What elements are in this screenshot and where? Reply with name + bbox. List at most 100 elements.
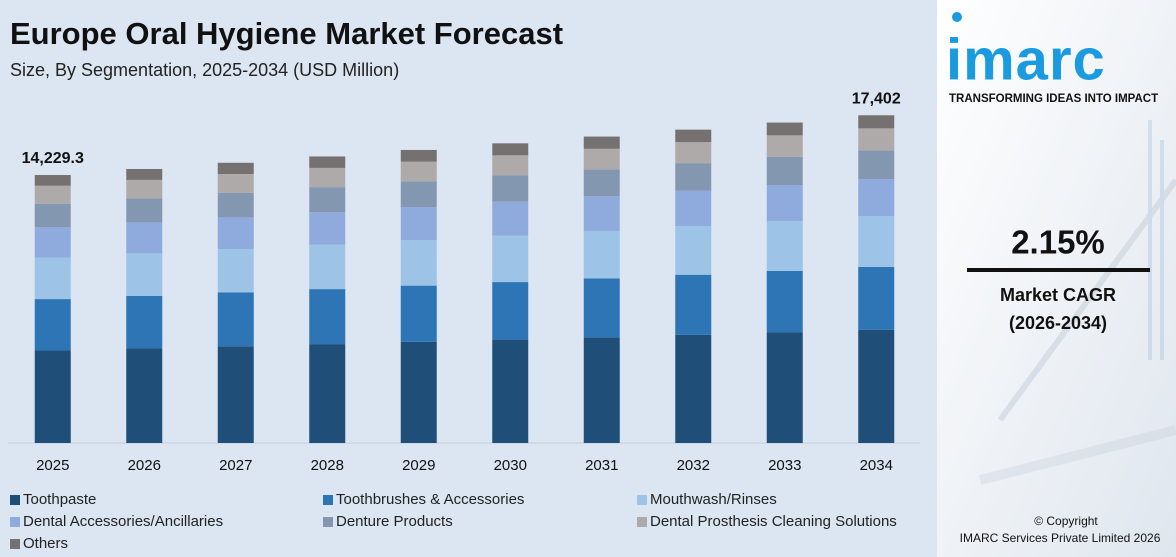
bar-segment — [400, 240, 437, 286]
bar-segment — [492, 155, 529, 176]
x-tick-label: 2032 — [677, 457, 710, 474]
bar-segment — [400, 181, 437, 208]
cagr-period: (2026-2034) — [1009, 313, 1107, 333]
bar-segment — [126, 348, 163, 443]
x-tick-label: 2026 — [128, 457, 161, 474]
bar-segment — [492, 143, 529, 156]
bar-segment — [492, 235, 529, 283]
legend-swatch — [10, 539, 20, 549]
legend-swatch — [637, 517, 647, 527]
bar-segment — [126, 222, 163, 254]
bar-segment — [34, 299, 71, 351]
bar-segment — [126, 295, 163, 349]
legend-label: Others — [23, 535, 68, 552]
logo-text: imarc — [946, 27, 1106, 92]
bar-segment — [858, 266, 895, 330]
bar-segment — [217, 292, 254, 347]
x-tick-label: 2034 — [860, 457, 893, 474]
bar-segment — [309, 187, 346, 213]
bar-segment — [675, 274, 712, 335]
total-label: 17,402 — [852, 90, 901, 107]
copyright: © Copyright — [1034, 514, 1098, 528]
bar-segment — [766, 122, 803, 136]
legend-swatch — [323, 517, 333, 527]
bar-segment — [858, 115, 895, 129]
bar-segment — [217, 162, 254, 174]
bar-segment — [309, 289, 346, 345]
bar-segment — [217, 192, 254, 218]
sidebar-decoration — [978, 120, 1176, 485]
legend-swatch — [637, 495, 647, 505]
bar-segment — [675, 334, 712, 443]
bar-segment — [34, 175, 71, 186]
bar-segment — [309, 344, 346, 443]
bar-segment — [34, 227, 71, 258]
bar-segment — [766, 135, 803, 157]
bar-segment — [492, 282, 529, 340]
bar-segment — [675, 190, 712, 227]
logo: imarc — [946, 12, 1106, 92]
x-tick-label: 2028 — [311, 457, 344, 474]
bar-segment — [34, 350, 71, 443]
bar-segment — [858, 216, 895, 267]
company: IMARC Services Private Limited 2026 — [960, 531, 1161, 545]
logo-dot — [952, 12, 962, 22]
x-tick-label: 2027 — [219, 457, 252, 474]
bar-segment — [766, 156, 803, 186]
bar-segment — [309, 244, 346, 290]
bar-segment — [400, 207, 437, 241]
bar-segment — [309, 167, 346, 188]
bar-segment — [766, 221, 803, 271]
bar-segment — [492, 339, 529, 443]
bar-segment — [675, 142, 712, 164]
x-tick-label: 2030 — [494, 457, 527, 474]
bar-segment — [217, 346, 254, 443]
bar-segment — [858, 150, 895, 180]
legend-swatch — [10, 517, 20, 527]
sidebar-background — [937, 0, 1176, 557]
cagr-label: Market CAGR — [1000, 285, 1116, 305]
bar-segment — [217, 249, 254, 293]
bar-segment — [126, 168, 163, 180]
bar-segment — [309, 156, 346, 168]
bar-segment — [858, 128, 895, 151]
bar-segment — [400, 341, 437, 443]
bar-segment — [126, 253, 163, 296]
chart-subtitle: Size, By Segmentation, 2025-2034 (USD Mi… — [10, 60, 399, 80]
bar-segment — [583, 136, 620, 149]
legend-swatch — [10, 495, 20, 505]
bar-segment — [583, 337, 620, 443]
bar-segment — [400, 285, 437, 342]
bar-segment — [217, 217, 254, 250]
bar-segment — [766, 332, 803, 443]
x-tick-label: 2033 — [768, 457, 801, 474]
bar-segment — [583, 230, 620, 279]
bar-segment — [583, 169, 620, 197]
bar-segment — [217, 173, 254, 193]
x-tick-label: 2029 — [402, 457, 435, 474]
bar-segment — [766, 185, 803, 222]
bar-segment — [34, 185, 71, 204]
bar-segment — [675, 129, 712, 143]
bar-segment — [583, 278, 620, 338]
bar-segment — [400, 149, 437, 162]
bar-segment — [675, 163, 712, 191]
tagline: TRANSFORMING IDEAS INTO IMPACT — [949, 93, 1158, 105]
x-tick-label: 2025 — [36, 457, 69, 474]
bar-segment — [492, 201, 529, 236]
legend-label: Dental Accessories/Ancillaries — [23, 513, 223, 530]
bar-segment — [583, 148, 620, 170]
bar-segment — [766, 270, 803, 333]
bar-segment — [400, 161, 437, 182]
bar-segment — [858, 179, 895, 217]
legend-label: Toothpaste — [23, 491, 96, 508]
bar-segment — [34, 203, 71, 228]
x-tick-label: 2031 — [585, 457, 618, 474]
bar-segment — [309, 212, 346, 245]
legend-label: Dental Prosthesis Cleaning Solutions — [650, 513, 897, 530]
bar-segment — [126, 179, 163, 199]
bar-segment — [492, 175, 529, 202]
bar-segment — [858, 329, 895, 443]
